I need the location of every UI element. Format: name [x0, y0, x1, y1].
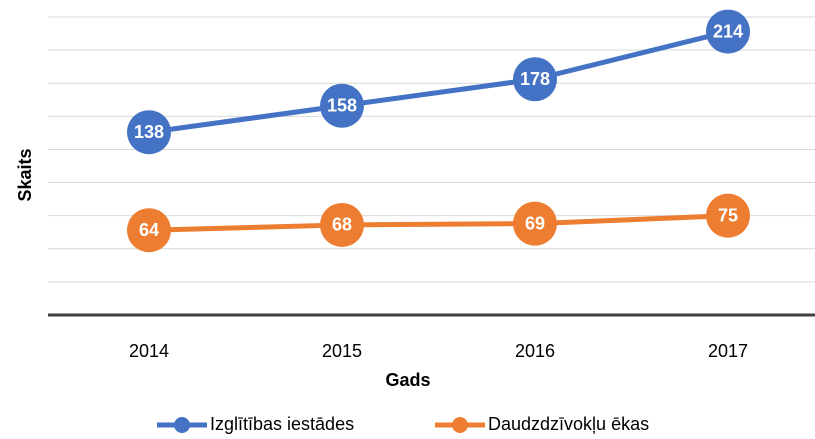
- data-point: [127, 208, 171, 253]
- x-axis-title: Gads: [385, 370, 430, 390]
- data-label: 178: [520, 69, 550, 89]
- x-tick-label: 2014: [129, 341, 169, 361]
- x-tick-label: 2017: [708, 341, 748, 361]
- data-point: [513, 57, 557, 102]
- series-line: [148, 29, 729, 135]
- legend-marker: [452, 417, 468, 433]
- data-point: [513, 201, 557, 246]
- data-label: 214: [713, 21, 743, 41]
- series-line: [148, 213, 729, 233]
- data-point: [320, 202, 364, 247]
- data-label: 75: [718, 205, 738, 225]
- legend-label: Daudzdzīvokļu ēkas: [488, 414, 649, 434]
- data-label: 69: [525, 213, 545, 233]
- data-label: 158: [327, 95, 357, 115]
- x-tick-label: 2016: [515, 341, 555, 361]
- x-tick-label: 2015: [322, 341, 362, 361]
- data-point: [706, 9, 750, 54]
- data-point: [127, 110, 171, 155]
- data-label: 64: [139, 220, 159, 240]
- y-axis-title: Skaits: [15, 148, 35, 201]
- data-point: [320, 83, 364, 128]
- data-label: 138: [134, 122, 164, 142]
- data-label: 68: [332, 215, 352, 235]
- legend-label: Izglītības iestādes: [210, 414, 354, 434]
- legend-marker: [174, 417, 190, 433]
- data-point: [706, 193, 750, 238]
